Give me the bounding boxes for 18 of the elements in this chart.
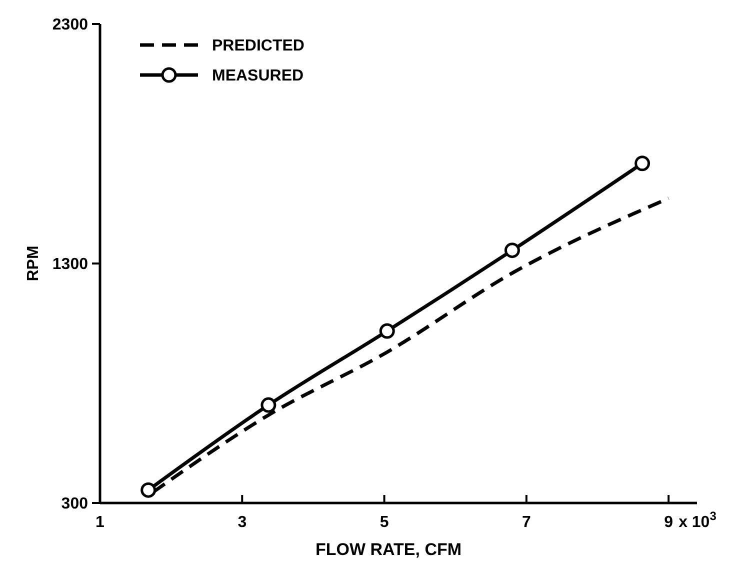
legend-label: PREDICTED (212, 38, 304, 55)
x-tick-label: 9 (664, 514, 674, 531)
y-tick-label: 300 (61, 496, 88, 513)
text: x 10$^{3}$ (678, 509, 717, 531)
x-tick-label: 7 (522, 514, 531, 531)
y-axis-title: RPM (25, 246, 42, 282)
point (140, 482, 156, 498)
x-tick-label: 3 (238, 514, 247, 531)
point (504, 242, 520, 258)
legend-label: MEASURED (212, 68, 304, 85)
y-tick-label: 2300 (52, 16, 88, 34)
point (260, 397, 276, 413)
point (634, 156, 650, 172)
point (379, 323, 395, 339)
x-tick-label: 5 (380, 514, 389, 531)
x-axis-title: FLOW RATE, CFM (315, 540, 462, 559)
y-tick-label: 1300 (52, 256, 88, 274)
x-tick-label: 1 (96, 514, 105, 531)
